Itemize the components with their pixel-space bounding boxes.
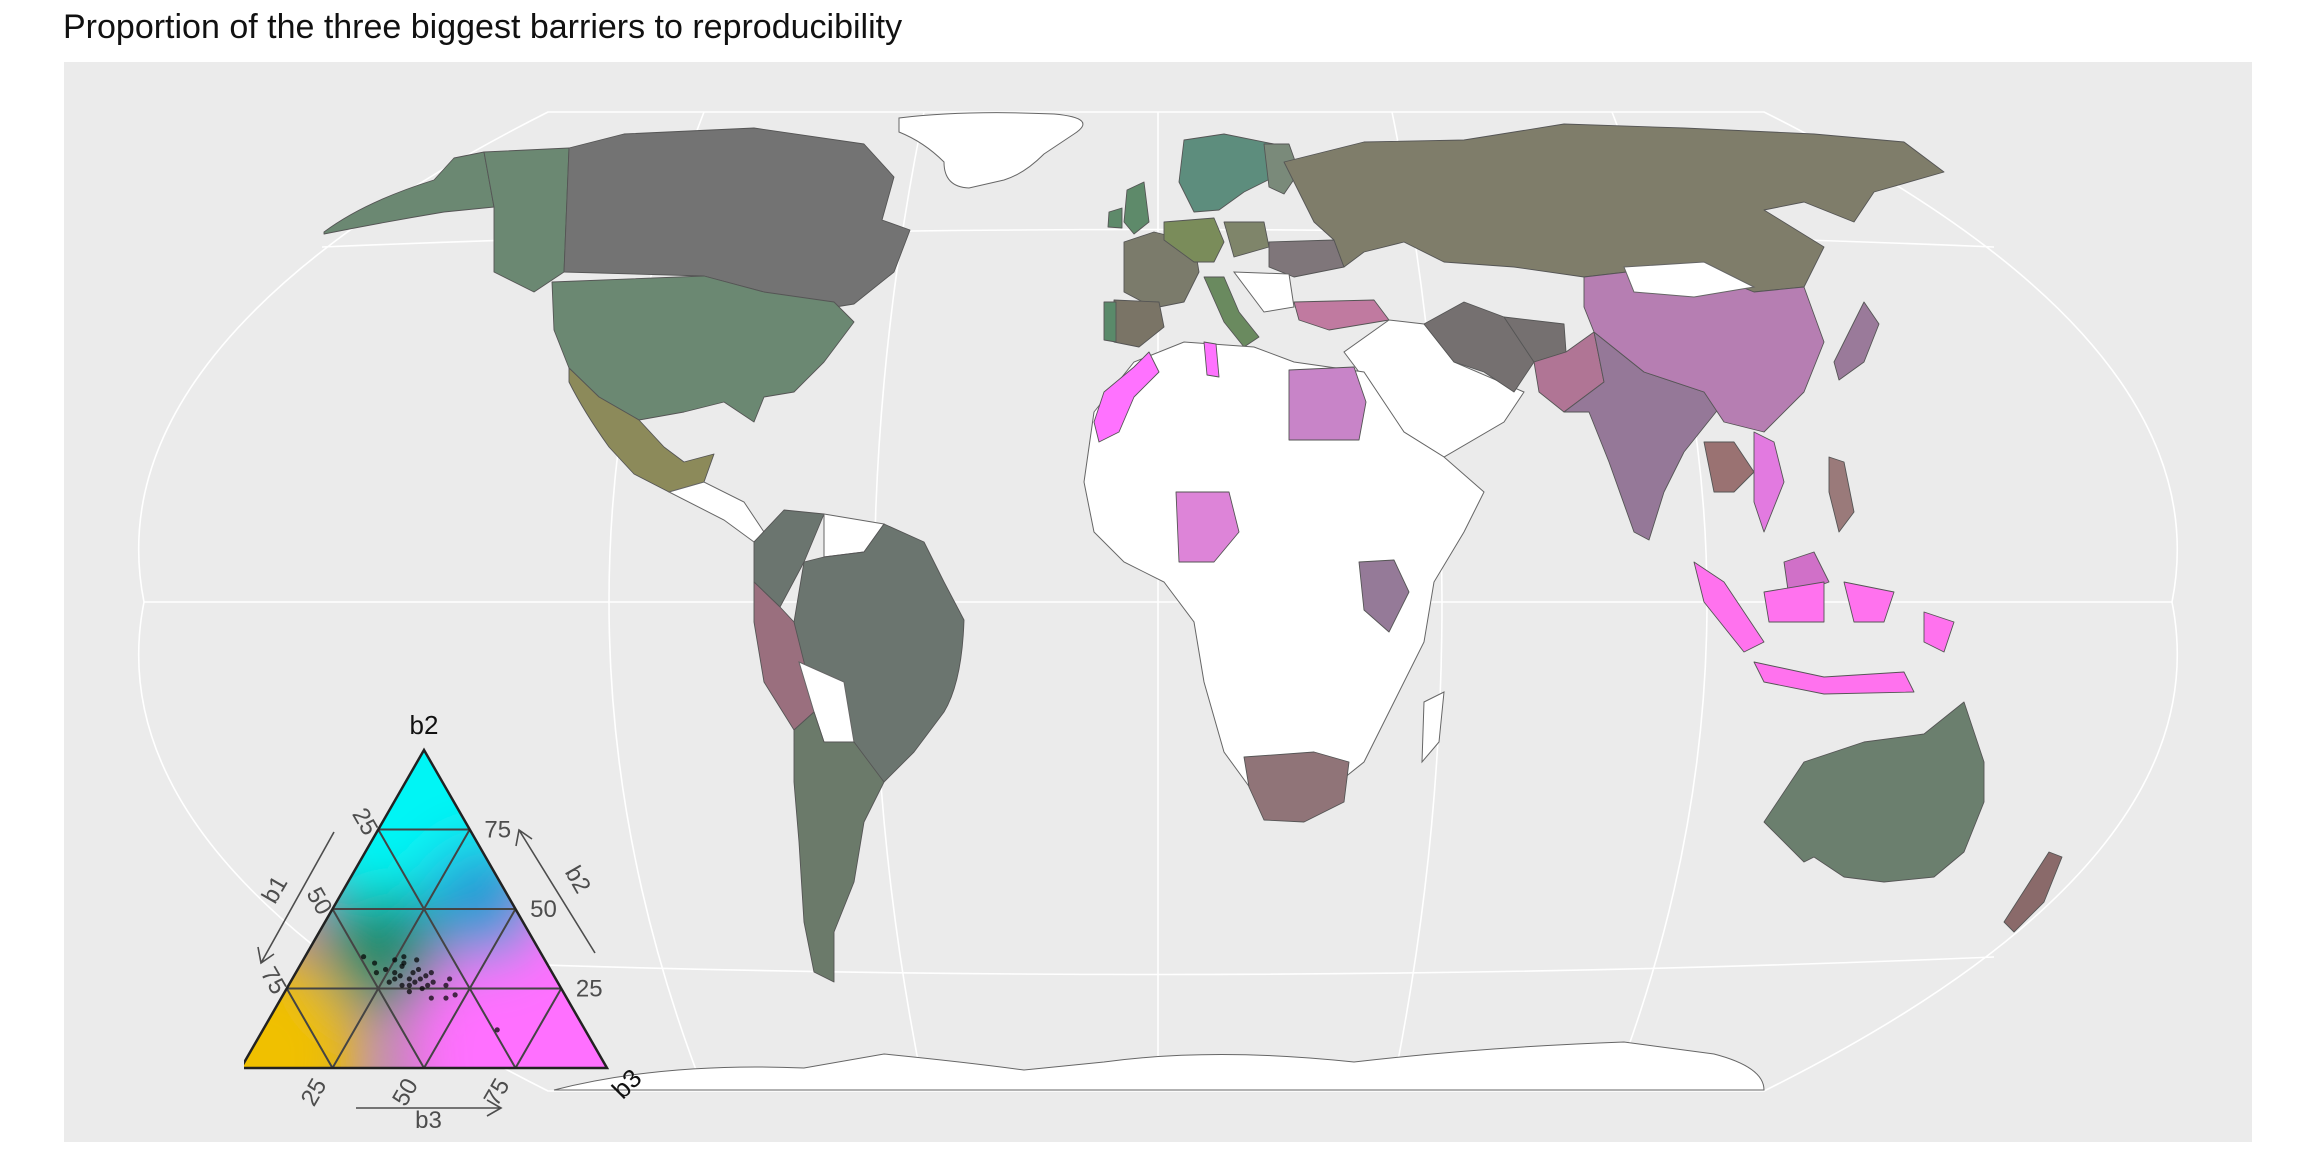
- country-morocco[interactable]: [1093, 351, 1160, 443]
- ternary-point: [386, 979, 392, 985]
- ternary-point: [443, 982, 449, 988]
- gridline-b1: [285, 988, 334, 1069]
- country-italy[interactable]: [1203, 276, 1260, 348]
- country-mexico[interactable]: [568, 367, 715, 493]
- country-new-zealand[interactable]: [2003, 851, 2063, 933]
- projection-outline: [137, 111, 2179, 1092]
- ternary-blob-b1: [244, 948, 361, 1068]
- country-scandinavia[interactable]: [1178, 133, 1285, 213]
- ternary-point: [361, 954, 367, 960]
- country-egypt[interactable]: [1288, 366, 1367, 441]
- vertex-label-b2: b2: [410, 710, 439, 740]
- country-germany[interactable]: [1163, 217, 1225, 263]
- ternary-blob-blue: [424, 842, 544, 962]
- country-turkey[interactable]: [1293, 299, 1390, 331]
- balkans[interactable]: [1232, 271, 1295, 313]
- ternary-border: [244, 747, 610, 1070]
- tick-b2: 25: [576, 976, 603, 1003]
- africa[interactable]: [1083, 341, 1485, 808]
- country-indonesia[interactable]: [1693, 561, 1955, 695]
- tick-b3: 25: [296, 1074, 333, 1111]
- map-panel[interactable]: 252525505050757575b1b2b3b3b2b1: [64, 62, 2252, 1142]
- ternary-point: [392, 976, 398, 982]
- country-nigeria[interactable]: [1175, 491, 1240, 563]
- ternary-point: [382, 966, 389, 973]
- gridline-b3: [514, 988, 563, 1069]
- ternary-point: [401, 954, 407, 960]
- ternary-point: [397, 973, 403, 979]
- ternary-point: [392, 970, 398, 976]
- ternary-point: [428, 970, 434, 976]
- tick-b3: 50: [387, 1074, 424, 1111]
- ternary-point: [419, 985, 425, 992]
- mongolia[interactable]: [1623, 261, 1756, 298]
- gridline-b3: [331, 829, 471, 1069]
- country-ukraine[interactable]: [1268, 239, 1345, 278]
- vertex-label-b3: b3: [606, 1063, 648, 1105]
- ternary-points: [361, 954, 500, 1033]
- gridline-b1: [377, 829, 517, 1069]
- country-south-africa[interactable]: [1243, 751, 1350, 823]
- ternary-blob-b2: [294, 750, 554, 930]
- ternary-point: [430, 979, 436, 985]
- country-australia[interactable]: [1763, 701, 1985, 883]
- country-tunisia[interactable]: [1203, 341, 1220, 378]
- page-title: Proportion of the three biggest barriers…: [63, 8, 903, 46]
- axis-arrow-b3: [356, 1099, 503, 1117]
- gridline-b3: [423, 908, 517, 1069]
- central-america[interactable]: [667, 481, 765, 543]
- axis-title-b2: b2: [559, 861, 596, 898]
- madagascar[interactable]: [1421, 691, 1445, 764]
- ternary-point: [406, 982, 412, 988]
- country-portugal[interactable]: [1103, 301, 1117, 343]
- country-alaska[interactable]: [323, 151, 495, 235]
- ternary-point: [452, 992, 458, 998]
- greenland[interactable]: [898, 112, 1084, 189]
- axis-title-b3: b3: [415, 1107, 442, 1134]
- country-argentina[interactable]: [793, 711, 885, 983]
- country-poland[interactable]: [1223, 221, 1270, 258]
- ternary-point: [425, 982, 431, 988]
- ternary-point: [415, 966, 422, 973]
- world-map[interactable]: [64, 62, 2252, 1142]
- ternary-point: [443, 995, 449, 1001]
- country-vietnam[interactable]: [1753, 431, 1785, 533]
- antarctica[interactable]: [553, 1041, 1765, 1091]
- ternary-point: [401, 960, 407, 966]
- country-thailand[interactable]: [1703, 441, 1755, 493]
- axis-title-b1: b1: [257, 871, 294, 908]
- ternary-point: [447, 976, 453, 982]
- ternary-point: [399, 982, 405, 988]
- country-russia[interactable]: [1283, 123, 1945, 293]
- country-ireland[interactable]: [1107, 207, 1123, 229]
- ternary-point: [412, 979, 418, 985]
- ternary-point: [410, 970, 416, 976]
- axis-arrow-b2: [515, 828, 596, 954]
- ternary-point: [494, 1027, 500, 1033]
- ternary-point: [417, 976, 423, 982]
- ternary-legend: 252525505050757575b1b2b3b3b2b1: [244, 710, 648, 1134]
- country-philippines[interactable]: [1828, 456, 1855, 533]
- country-iran[interactable]: [1423, 301, 1535, 393]
- country-canada-west[interactable]: [483, 147, 570, 293]
- ternary-point: [373, 970, 380, 976]
- country-japan[interactable]: [1833, 301, 1880, 381]
- tick-b2: 50: [530, 896, 557, 923]
- ternary-point: [428, 995, 434, 1001]
- ternary-point: [406, 976, 412, 982]
- ternary-point: [414, 957, 420, 963]
- country-kenya[interactable]: [1358, 559, 1410, 633]
- ternary-point: [392, 957, 398, 963]
- tick-b2: 75: [484, 817, 511, 844]
- axis-arrow-b1: [257, 831, 335, 965]
- country-uk[interactable]: [1123, 181, 1150, 235]
- ternary-point: [423, 973, 429, 979]
- ternary-gridlines: [285, 828, 563, 1069]
- gridline-b1: [331, 908, 425, 1069]
- country-finland[interactable]: [1263, 143, 1300, 195]
- ternary-point: [371, 960, 378, 966]
- ternary-blob-b3: [407, 888, 607, 1068]
- ternary-point: [406, 989, 412, 995]
- country-iberia[interactable]: [1113, 299, 1165, 348]
